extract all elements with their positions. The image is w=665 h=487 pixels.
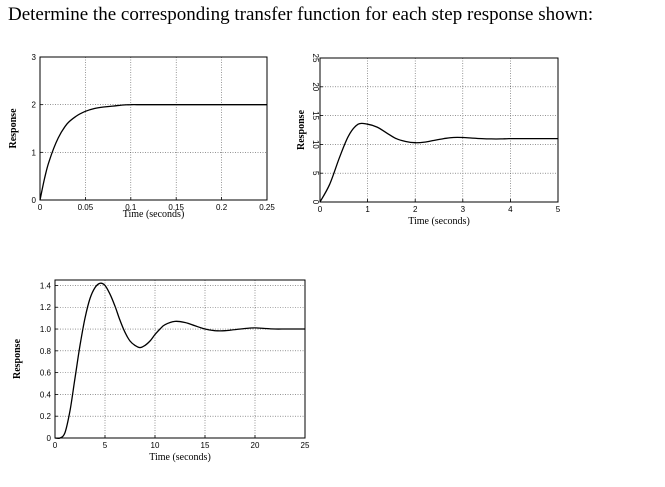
x-tick-label: 5 (103, 441, 108, 450)
y-tick-label: 5 (311, 171, 320, 176)
y-axis-label: Response (8, 108, 19, 149)
y-tick-label: 0 (32, 196, 37, 205)
y-tick-label: 2 (32, 101, 37, 110)
y-tick-label: 1 (32, 148, 37, 157)
y-tick-label: 1.0 (40, 325, 52, 334)
x-tick-label: 10 (151, 441, 160, 450)
x-tick-label: 0.1 (125, 203, 137, 212)
x-tick-label: 20 (251, 441, 260, 450)
x-tick-label: 15 (201, 441, 210, 450)
step-response-plot-2: 0 1 2 3 4 5 0 5 10 15 20 25 Time (seconds) Response (296, 54, 561, 227)
question-text: Determine the corresponding transfer fun… (8, 4, 594, 25)
x-tick-label: 4 (508, 205, 513, 214)
x-tick-label: 5 (556, 205, 561, 214)
plot-frame (319, 57, 559, 203)
x-tick-label: 0.2 (216, 203, 228, 212)
y-tick-label: 10 (311, 140, 320, 149)
step-response-plot-3: 0 5 10 15 20 25 0 0.2 0.4 0.6 0.8 1.0 1.2 1.4 Time (se… (12, 279, 310, 463)
x-axis-label: Time (seconds) (123, 209, 185, 220)
x-tick-label: 1 (365, 205, 370, 214)
y-tick-label: 1.4 (40, 281, 52, 290)
x-tick-label: 0 (38, 203, 43, 212)
y-tick-label: 0.6 (40, 369, 52, 378)
y-tick-label: 0 (311, 200, 320, 205)
y-tick-label: 0.2 (40, 412, 52, 421)
y-tick-label: 1.2 (40, 303, 52, 312)
x-tick-label: 2 (413, 205, 418, 214)
x-tick-label: 0 (318, 205, 323, 214)
response-curve (319, 122, 558, 203)
x-tick-label: 0.15 (168, 203, 184, 212)
y-axis-label: Response (296, 109, 307, 150)
x-axis-label: Time (seconds) (408, 216, 470, 227)
response-curve (54, 282, 305, 440)
x-tick-label: 0 (53, 441, 58, 450)
plot-frame (39, 56, 268, 201)
y-tick-label: 0.8 (40, 347, 52, 356)
y-axis-label: Response (12, 338, 23, 379)
x-tick-label: 0.05 (78, 203, 94, 212)
y-tick-label: 0.4 (40, 390, 52, 399)
plot-frame (54, 279, 306, 439)
y-tick-label: 15 (311, 111, 320, 120)
y-tick-label: 20 (311, 82, 320, 91)
y-tick-label: 25 (311, 54, 320, 63)
x-tick-label: 25 (301, 441, 310, 450)
y-tick-label: 0 (47, 434, 52, 443)
y-tick-label: 3 (32, 53, 37, 62)
x-axis-label: Time (seconds) (149, 452, 211, 463)
step-response-plot-1: 0 0.05 0.1 0.15 0.2 0.25 0 1 2 3 Time (seconds) Res… (8, 53, 275, 220)
response-curve (39, 104, 267, 201)
x-tick-label: 3 (461, 205, 466, 214)
x-tick-label: 0.25 (259, 203, 275, 212)
